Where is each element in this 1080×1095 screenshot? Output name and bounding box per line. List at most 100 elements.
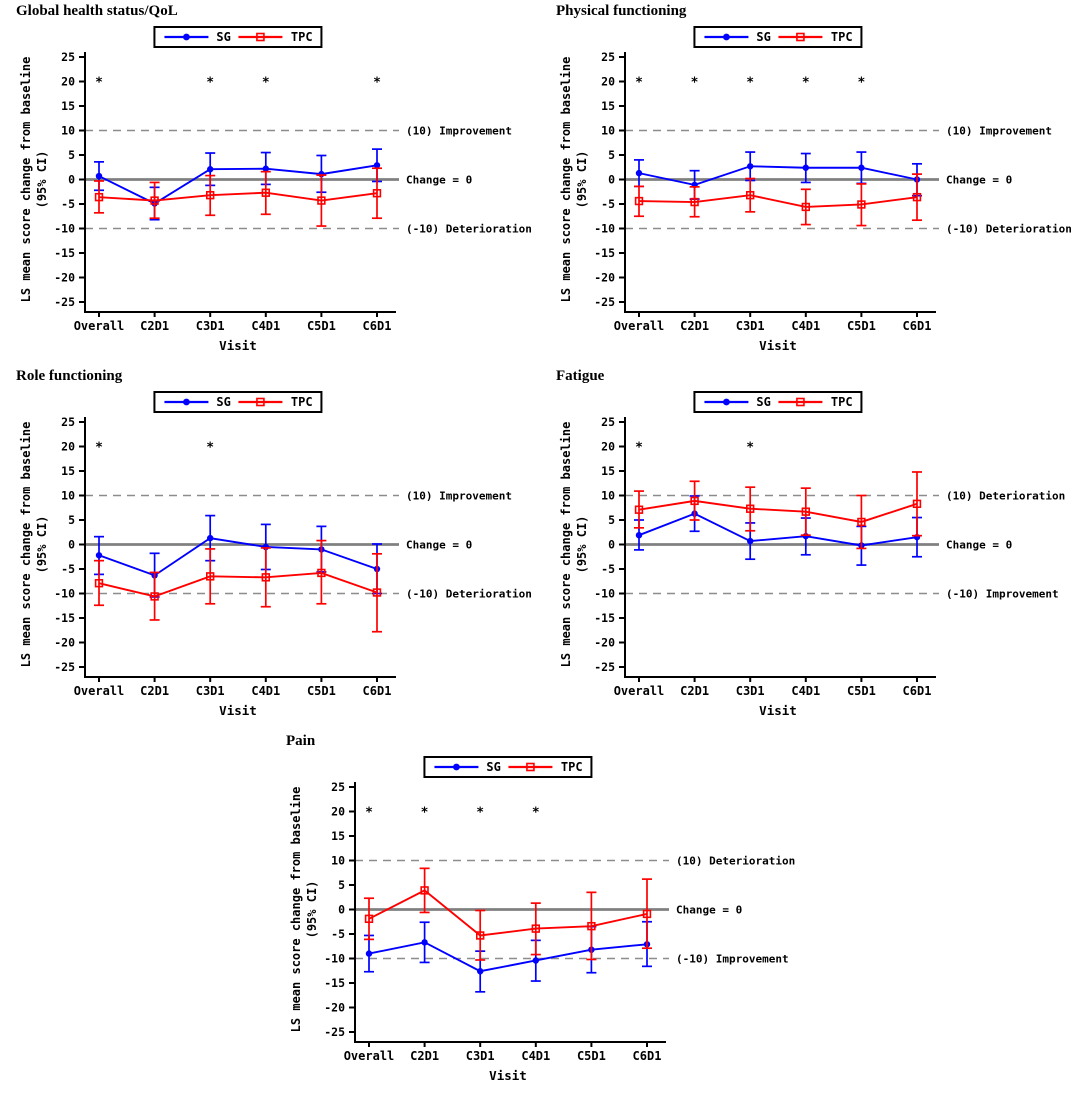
svg-text:Visit: Visit [219,338,257,353]
svg-text:(-10) Improvement: (-10) Improvement [946,588,1059,601]
svg-text:C3D1: C3D1 [466,1049,495,1063]
svg-text:-10: -10 [594,222,615,236]
fatigue-chart: (10) Deterioration Change = 0 (-10) Improv… [559,415,1065,718]
svg-text:Change = 0: Change = 0 [406,539,472,552]
panel-fatigue: Fatigue SG TPC (10) Deterioration Change … [540,365,1080,730]
sg-line-marker-icon [433,761,479,773]
svg-text:(10) Deterioration: (10) Deterioration [946,490,1065,503]
svg-text:C2D1: C2D1 [680,319,709,333]
svg-text:C4D1: C4D1 [251,684,280,698]
svg-text:*: * [746,76,754,91]
panel-title: Fatigue [556,368,605,384]
svg-text:25: 25 [331,780,345,794]
svg-text:0: 0 [338,903,345,917]
legend: SG TPC [153,26,323,48]
svg-text:Visit: Visit [759,703,797,718]
svg-text:C5D1: C5D1 [847,319,876,333]
svg-text:C6D1: C6D1 [903,684,932,698]
svg-text:C6D1: C6D1 [633,1049,662,1063]
svg-text:C3D1: C3D1 [196,684,225,698]
svg-text:20: 20 [61,75,75,89]
panel-title: Role functioning [16,368,123,384]
legend-label-sg: SG [756,30,771,44]
legend-label-sg: SG [486,760,501,774]
svg-text:C3D1: C3D1 [196,319,225,333]
svg-text:-15: -15 [54,246,75,260]
svg-text:-20: -20 [54,271,75,285]
svg-text:Overall: Overall [614,319,665,333]
tpc-line-marker-icon [238,396,284,408]
svg-text:5: 5 [68,513,75,527]
svg-text:10: 10 [61,489,75,503]
svg-text:-5: -5 [61,197,75,211]
svg-text:(95% CI): (95% CI) [575,151,589,209]
svg-text:10: 10 [331,854,345,868]
svg-text:*: * [206,76,214,91]
svg-text:25: 25 [601,415,615,429]
svg-text:-20: -20 [594,271,615,285]
legend-label-sg: SG [216,395,231,409]
svg-text:Visit: Visit [219,703,257,718]
sg-line-marker-icon [163,396,209,408]
svg-text:-10: -10 [594,587,615,601]
svg-text:5: 5 [68,148,75,162]
sg-line-marker-icon [163,31,209,43]
panel-role-functioning: Role functioning SG TPC (10) Improvement… [0,365,540,730]
svg-text:(10) Improvement: (10) Improvement [946,125,1052,138]
svg-text:Visit: Visit [759,338,797,353]
svg-text:0: 0 [68,538,75,552]
svg-text:(95% CI): (95% CI) [575,516,589,574]
svg-text:C6D1: C6D1 [363,684,392,698]
svg-text:(10) Improvement: (10) Improvement [406,125,512,138]
svg-text:Overall: Overall [344,1049,395,1063]
svg-text:Overall: Overall [74,684,125,698]
svg-text:25: 25 [61,50,75,64]
svg-text:Change = 0: Change = 0 [946,539,1012,552]
svg-text:*: * [262,76,270,91]
svg-text:*: * [95,441,103,456]
legend-label-sg: SG [216,30,231,44]
svg-text:-15: -15 [324,976,345,990]
svg-text:*: * [476,806,484,821]
svg-text:*: * [802,76,810,91]
legend-label-tpc: TPC [830,30,853,44]
svg-text:-15: -15 [594,611,615,625]
svg-text:LS mean score change from base: LS mean score change from baseline [19,57,33,303]
svg-text:0: 0 [68,173,75,187]
svg-text:C5D1: C5D1 [307,319,336,333]
svg-text:15: 15 [331,829,345,843]
svg-text:*: * [746,441,754,456]
svg-text:C2D1: C2D1 [680,684,709,698]
global-health-status-qol-chart: (10) Improvement Change = 0 (-10) Deterior… [19,50,532,353]
svg-text:LS mean score change from base: LS mean score change from baseline [559,57,573,303]
svg-text:-20: -20 [594,636,615,650]
panel-global-health-status-qol: Global health status/QoL SG TPC (10) Imp… [0,0,540,365]
svg-text:Visit: Visit [489,1068,527,1083]
sg-line-marker-icon [703,396,749,408]
svg-text:10: 10 [61,124,75,138]
svg-text:-15: -15 [594,246,615,260]
svg-text:10: 10 [601,124,615,138]
svg-text:*: * [857,76,865,91]
svg-text:LS mean score change from base: LS mean score change from baseline [19,422,33,668]
svg-text:*: * [635,76,643,91]
svg-text:C2D1: C2D1 [140,319,169,333]
svg-text:10: 10 [601,489,615,503]
svg-text:*: * [421,806,429,821]
tpc-line-marker-icon [778,396,824,408]
pain-chart: (10) Deterioration Change = 0 (-10) Improv… [289,780,795,1083]
svg-text:15: 15 [601,464,615,478]
legend: SG TPC [693,391,863,413]
svg-text:(10) Improvement: (10) Improvement [406,490,512,503]
panel-physical-functioning: Physical functioning SG TPC (10) Improve… [540,0,1080,365]
svg-text:-5: -5 [601,197,615,211]
svg-text:25: 25 [61,415,75,429]
svg-text:C6D1: C6D1 [903,319,932,333]
svg-text:20: 20 [601,75,615,89]
svg-text:Change = 0: Change = 0 [406,174,472,187]
svg-text:(-10) Deterioration: (-10) Deterioration [406,588,532,601]
svg-text:C4D1: C4D1 [791,684,820,698]
svg-text:-25: -25 [54,295,75,309]
panel-title: Pain [286,733,316,749]
